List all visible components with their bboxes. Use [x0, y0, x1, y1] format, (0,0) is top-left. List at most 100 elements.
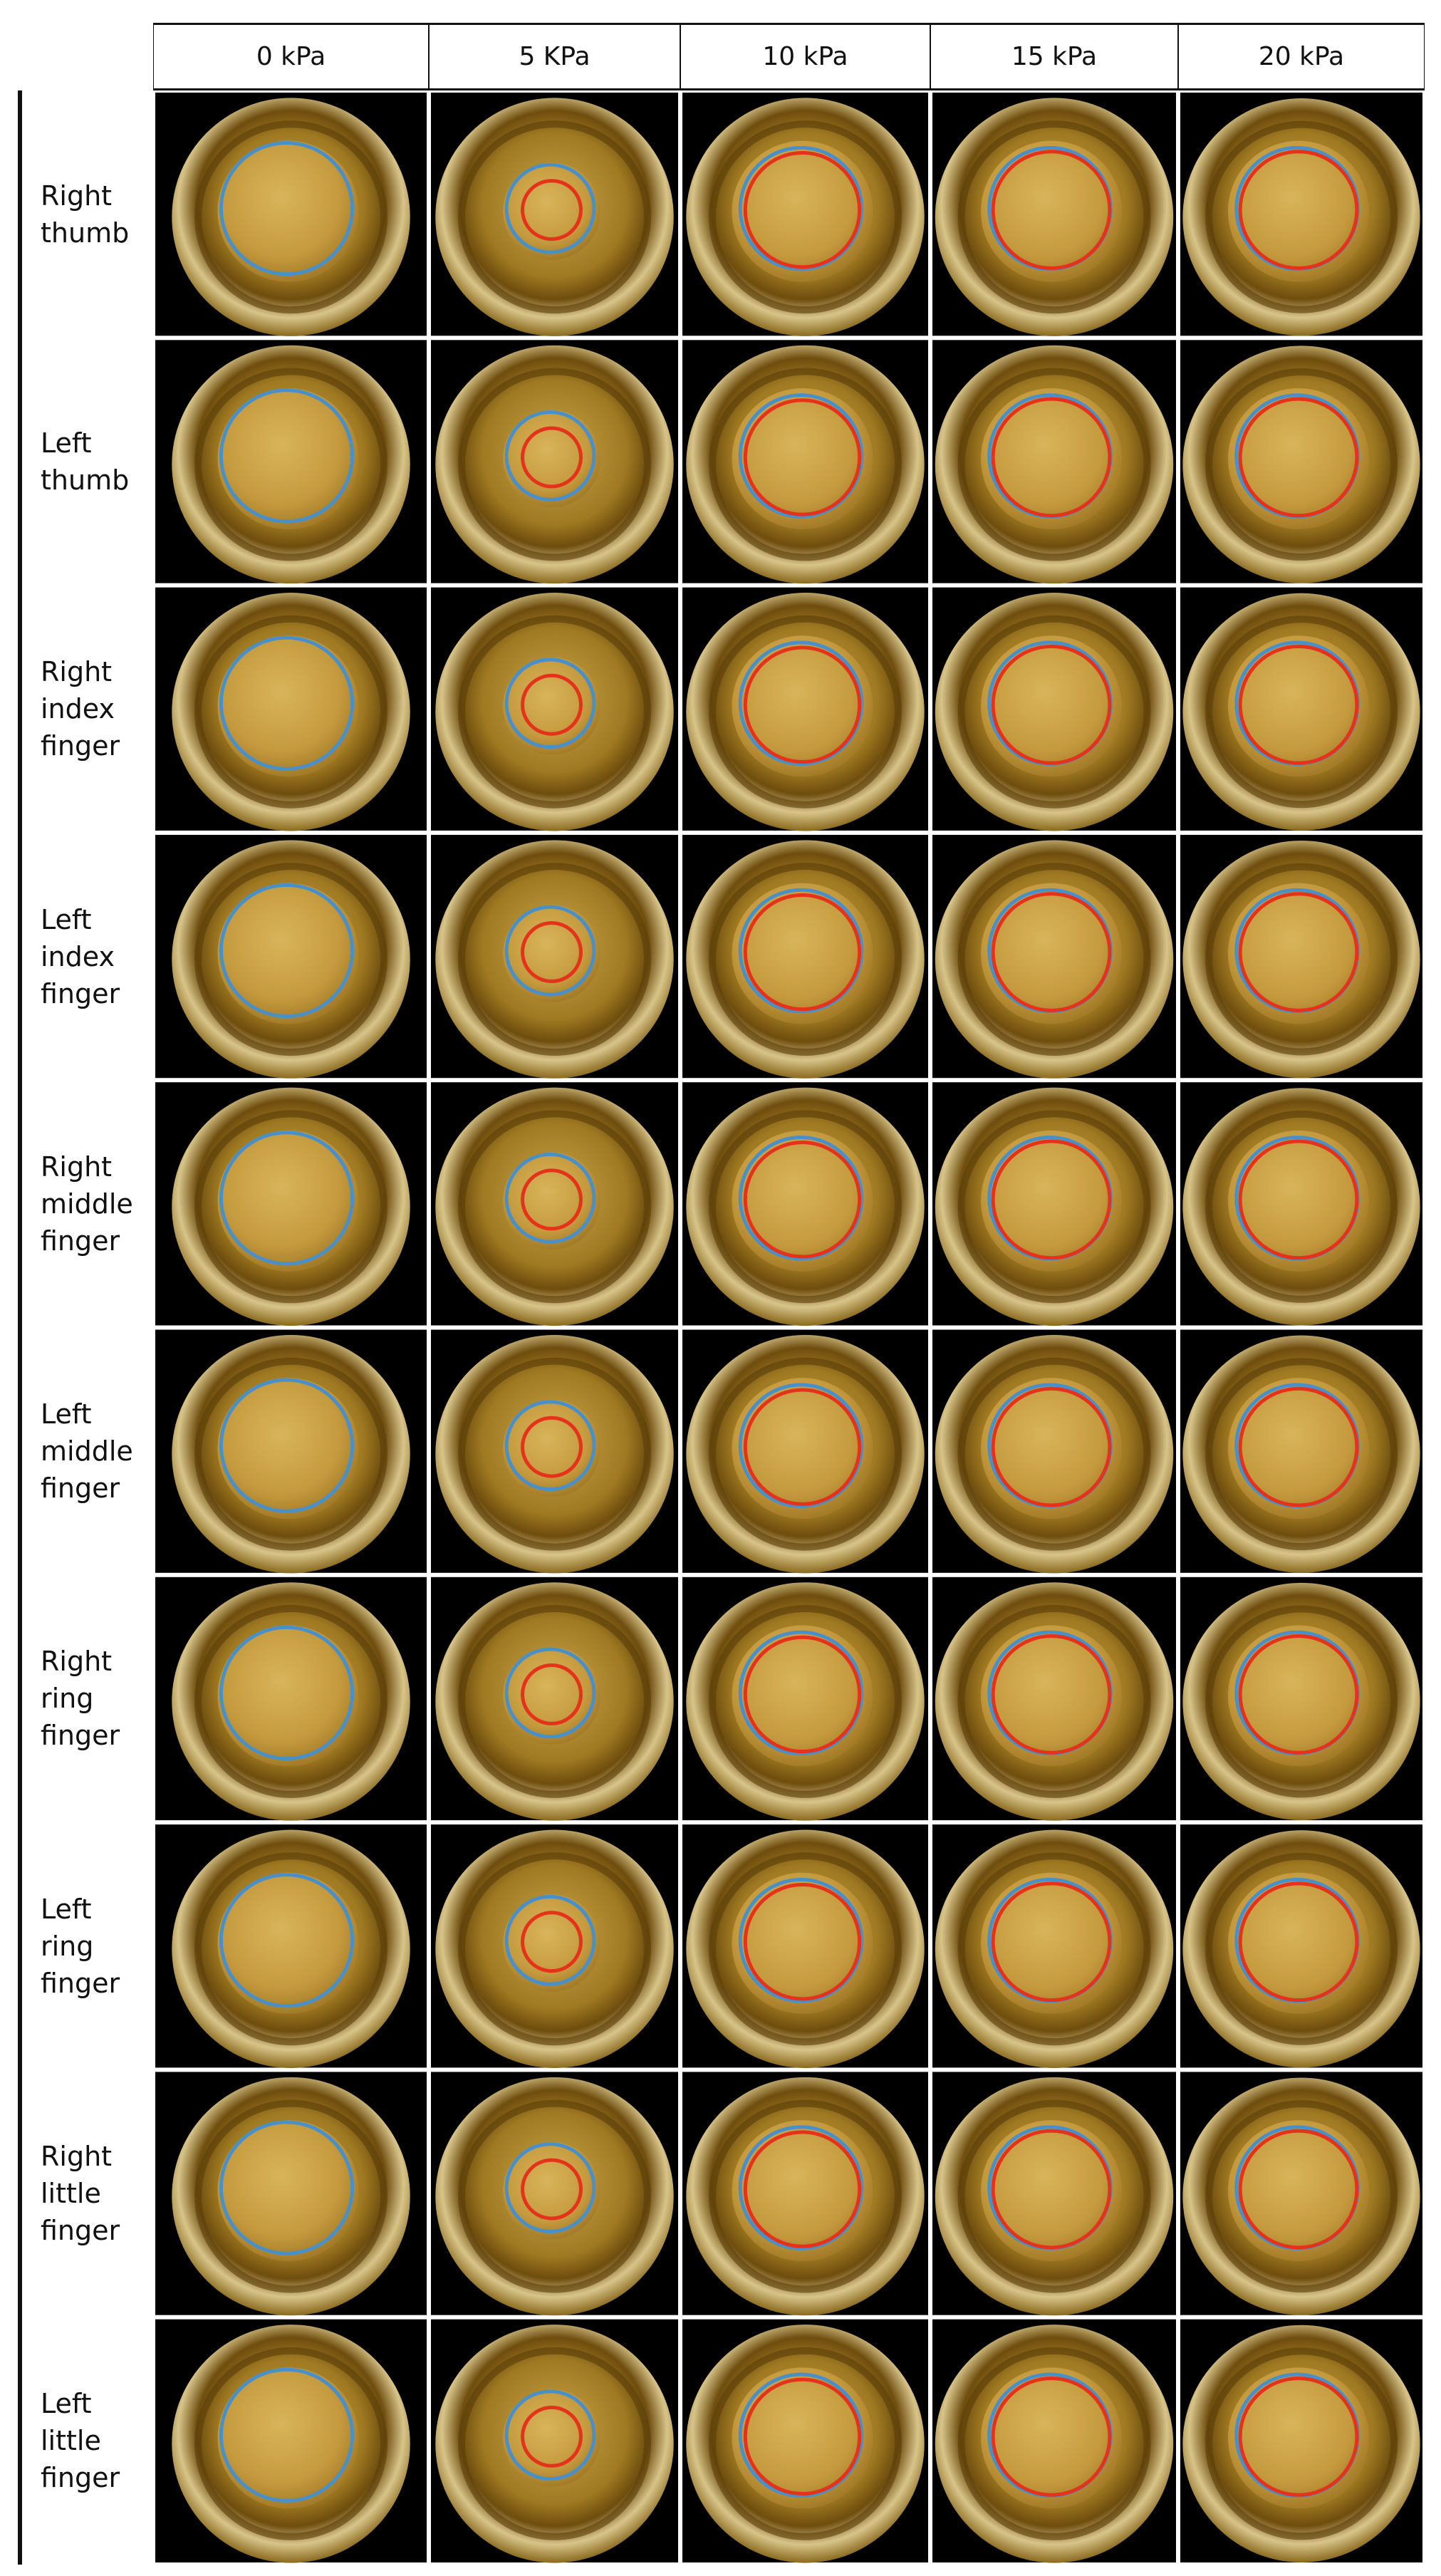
sensor-ring: [458, 2099, 651, 2293]
inner-contour: [743, 398, 862, 516]
inner-contour: [521, 2405, 583, 2468]
inner-contour: [521, 426, 583, 489]
sensor-ring: [957, 1357, 1151, 1551]
sensor-ring: [194, 2347, 387, 2540]
finger-image: [431, 93, 678, 336]
outer-contour: [219, 1625, 355, 1761]
finger-image: [431, 1577, 678, 1821]
inner-contour: [991, 2376, 1112, 2497]
contact-pad: [217, 1378, 359, 1520]
finger-image: [682, 587, 928, 831]
sensor-ring: [194, 120, 387, 314]
contact-pad: [981, 140, 1122, 282]
contact-pad: [1228, 2367, 1369, 2509]
inner-contour: [1238, 892, 1359, 1012]
finger-image: [1180, 340, 1422, 583]
contact-pad: [732, 1872, 873, 2014]
contact-pad: [503, 1647, 600, 1745]
inner-contour: [1238, 1881, 1359, 2003]
sensor-ring: [458, 1110, 651, 1304]
inner-contour: [991, 644, 1112, 765]
column-header-text: 10 kPa: [762, 42, 848, 71]
sensor-ring: [957, 1605, 1151, 1798]
outer-contour: [219, 2367, 355, 2503]
contact-pad: [732, 1130, 873, 1272]
sensor-ring: [957, 1852, 1151, 2046]
sensor-ring: [1205, 1110, 1398, 1303]
outer-contour: [738, 888, 864, 1014]
inner-contour: [743, 1141, 862, 1259]
inner-contour: [521, 1663, 583, 1725]
finger-image: [1180, 1082, 1422, 1326]
finger-image: [155, 1329, 427, 1574]
contact-pad: [732, 2120, 873, 2262]
contact-pad: [503, 657, 600, 755]
row-label: Left thumb: [22, 340, 151, 583]
contact-pad: [1228, 1625, 1369, 1767]
inner-contour: [991, 150, 1112, 271]
inner-contour: [521, 1911, 583, 1973]
sensor-ring: [194, 1110, 387, 1304]
column-header-text: 5 KPa: [519, 42, 591, 71]
finger-image: [932, 93, 1176, 336]
contact-pad: [503, 2141, 600, 2240]
outer-contour: [504, 1894, 596, 1986]
row-label: Right ring finger: [22, 1577, 151, 1821]
inner-contour: [521, 1168, 583, 1231]
sensor-ring: [194, 1605, 387, 1798]
row-label: Left index finger: [22, 834, 151, 1079]
contact-pad: [217, 1872, 359, 2014]
sensor-ring: [458, 1605, 651, 1798]
finger-image: [1180, 1329, 1422, 1573]
finger-image: [431, 340, 678, 584]
finger-image: [1180, 1824, 1422, 2068]
sensor-ring: [709, 615, 902, 809]
contact-pad: [1228, 140, 1369, 282]
sensor-ring: [1205, 1605, 1398, 1798]
contact-pad: [981, 1130, 1122, 1272]
outer-contour: [219, 883, 355, 1019]
sensor-ring: [709, 368, 902, 561]
contact-pad: [1228, 883, 1369, 1024]
finger-image: [932, 834, 1176, 1079]
outer-contour: [219, 1873, 355, 2008]
column-header: 20 kPa: [1178, 23, 1425, 90]
row-label: Right little finger: [22, 2072, 151, 2315]
finger-image: [1180, 1577, 1422, 1821]
outer-contour: [504, 658, 596, 749]
finger-image: [155, 2319, 427, 2563]
row-label: Right middle finger: [22, 1082, 151, 1326]
contact-pad: [217, 883, 359, 1024]
finger-image: [431, 1082, 678, 1326]
inner-contour: [743, 645, 862, 764]
sensor-ring: [709, 1605, 902, 1798]
inner-contour: [991, 1139, 1112, 1260]
inner-contour: [743, 1635, 862, 1754]
contact-pad: [503, 162, 600, 260]
inner-contour: [743, 2377, 862, 2496]
finger-image: [932, 2072, 1176, 2316]
outer-contour: [504, 2389, 596, 2481]
inner-contour: [521, 179, 583, 242]
sensor-ring: [458, 1852, 651, 2046]
sensor-ring: [458, 863, 651, 1056]
finger-image: [682, 2072, 928, 2316]
sensor-ring: [194, 615, 387, 809]
contact-pad: [732, 2367, 873, 2509]
sensor-ring: [957, 2099, 1151, 2293]
contact-pad: [732, 1625, 873, 1767]
contact-pad: [217, 140, 359, 282]
row-label-text: Right thumb: [41, 180, 130, 249]
finger-image: [1180, 834, 1422, 1079]
column-header: 0 kPa: [153, 23, 429, 90]
inner-contour: [743, 893, 862, 1012]
finger-image: [682, 1082, 928, 1326]
contact-pad: [1228, 635, 1369, 777]
inner-contour: [743, 150, 862, 269]
contact-pad: [981, 2367, 1122, 2509]
outer-contour: [504, 1152, 596, 1244]
row-label: Left little finger: [22, 2319, 151, 2562]
finger-image: [932, 1824, 1176, 2068]
inner-contour: [991, 1386, 1112, 1507]
outer-contour: [738, 1383, 864, 1508]
